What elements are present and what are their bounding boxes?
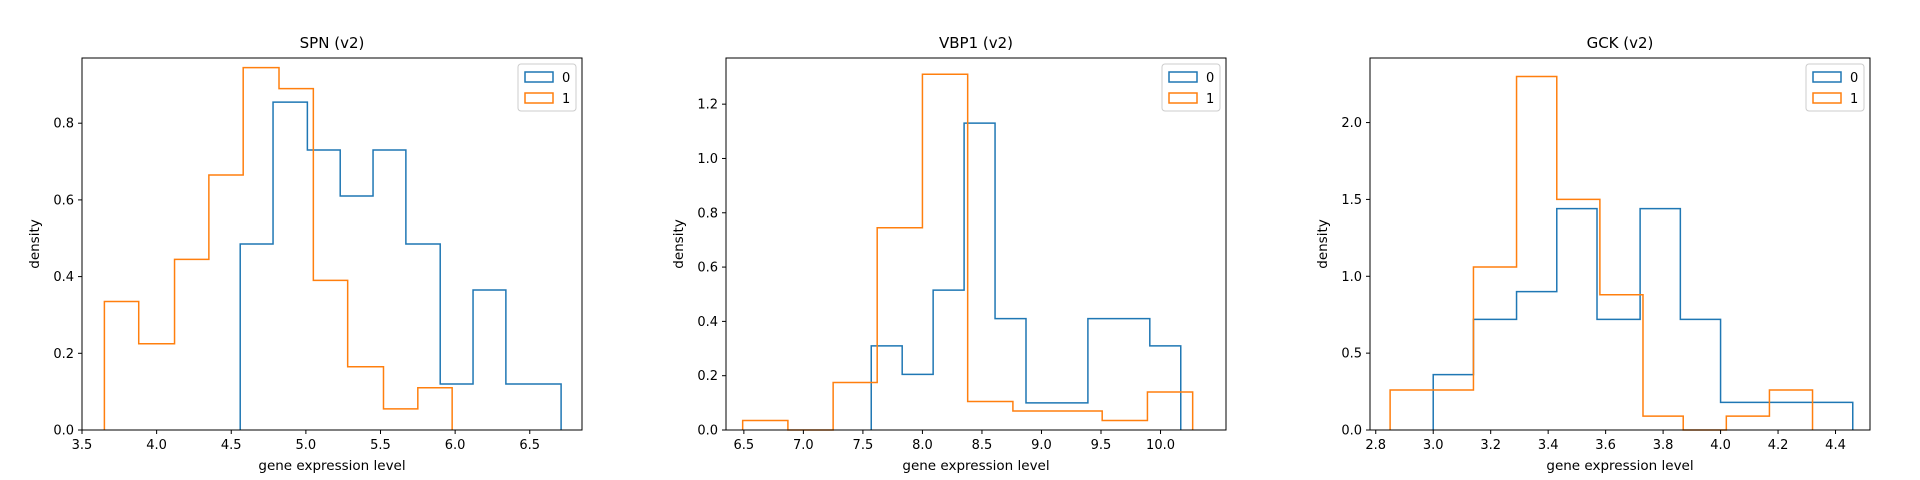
legend: 01 bbox=[517, 63, 577, 112]
axes-frame bbox=[81, 57, 583, 431]
y-tick-label: 0.8 bbox=[697, 206, 718, 221]
x-tick-label: 3.6 bbox=[1595, 438, 1616, 453]
y-tick-label: 2.0 bbox=[1341, 116, 1362, 131]
x-tick-label: 4.5 bbox=[221, 438, 242, 453]
x-tick-label: 4.0 bbox=[1710, 438, 1731, 453]
y-tick-label: 1.0 bbox=[697, 152, 718, 167]
histogram-series-1 bbox=[741, 73, 1194, 431]
y-tick-label: 1.0 bbox=[1341, 270, 1362, 285]
y-axis-label: density bbox=[671, 219, 687, 269]
histogram-series-1 bbox=[1389, 75, 1814, 431]
legend-swatch bbox=[524, 71, 554, 83]
chart-panel: 3.5 4.0 4.5 5.0 5.5 6.0 6.5 0.0 0.2 0.4 0.6 0.8 SPN … bbox=[27, 34, 583, 474]
x-tick-label: 7.5 bbox=[853, 438, 874, 453]
x-tick-label: 5.5 bbox=[370, 438, 391, 453]
legend-label: 0 bbox=[1206, 71, 1214, 86]
histogram-series-1 bbox=[103, 66, 453, 430]
legend-label: 0 bbox=[1850, 71, 1858, 86]
legend-label: 1 bbox=[1206, 92, 1214, 107]
y-tick-label: 0.0 bbox=[697, 424, 718, 439]
x-tick-label: 6.5 bbox=[734, 438, 755, 453]
y-tick-label: 1.2 bbox=[697, 98, 718, 113]
chart-title: VBP1 (v2) bbox=[939, 34, 1013, 52]
x-tick-label: 4.0 bbox=[146, 438, 167, 453]
axes-frame bbox=[725, 57, 1227, 431]
legend-box bbox=[517, 63, 577, 112]
chart-title: SPN (v2) bbox=[300, 34, 365, 52]
y-tick-label: 0.2 bbox=[53, 347, 74, 362]
legend-label: 0 bbox=[562, 71, 570, 86]
histogram-series-0 bbox=[870, 122, 1182, 430]
legend-box bbox=[1805, 63, 1865, 112]
legend-swatch bbox=[1168, 71, 1198, 83]
y-tick-label: 0.8 bbox=[53, 117, 74, 132]
y-tick-label: 1.5 bbox=[1341, 193, 1362, 208]
x-tick-label: 8.5 bbox=[972, 438, 993, 453]
legend-swatch bbox=[1812, 71, 1842, 83]
x-tick-label: 3.0 bbox=[1423, 438, 1444, 453]
y-tick-label: 0.4 bbox=[53, 270, 74, 285]
legend: 01 bbox=[1805, 63, 1865, 112]
x-tick-label: 3.2 bbox=[1480, 438, 1501, 453]
y-tick-label: 0.4 bbox=[697, 315, 718, 330]
histogram-series-0 bbox=[239, 101, 562, 430]
x-axis-label: gene expression level bbox=[258, 458, 405, 474]
x-tick-label: 9.0 bbox=[1031, 438, 1052, 453]
x-tick-label: 3.5 bbox=[72, 438, 93, 453]
x-axis-label: gene expression level bbox=[1546, 458, 1693, 474]
x-tick-label: 8.0 bbox=[912, 438, 933, 453]
x-tick-label: 4.4 bbox=[1825, 438, 1846, 453]
y-tick-label: 0.6 bbox=[697, 261, 718, 276]
x-tick-label: 6.0 bbox=[445, 438, 466, 453]
legend-swatch bbox=[524, 92, 554, 104]
legend: 01 bbox=[1161, 63, 1221, 112]
y-tick-label: 0.5 bbox=[1341, 347, 1362, 362]
chart-panel: 2.8 3.0 3.2 3.4 3.6 3.8 4.0 4.2 4.4 0.0 0.5 1.0 1.5 2… bbox=[1315, 34, 1871, 474]
x-tick-label: 9.5 bbox=[1091, 438, 1112, 453]
x-tick-label: 7.0 bbox=[793, 438, 814, 453]
chart-panel: 6.5 7.0 7.5 8.0 8.5 9.0 9.5 10.0 0.0 0.2 0.4 0.6 0.8… bbox=[671, 34, 1227, 474]
x-tick-label: 6.5 bbox=[519, 438, 540, 453]
y-tick-label: 0.6 bbox=[53, 193, 74, 208]
histogram-series-0 bbox=[1432, 207, 1854, 430]
legend-label: 1 bbox=[562, 92, 570, 107]
x-tick-label: 10.0 bbox=[1146, 438, 1175, 453]
legend-swatch bbox=[1168, 92, 1198, 104]
chart-title: GCK (v2) bbox=[1587, 34, 1654, 52]
legend-label: 1 bbox=[1850, 92, 1858, 107]
x-tick-label: 3.8 bbox=[1653, 438, 1674, 453]
y-axis-label: density bbox=[27, 219, 43, 269]
legend-swatch bbox=[1812, 92, 1842, 104]
y-tick-label: 0.2 bbox=[697, 369, 718, 384]
y-tick-label: 0.0 bbox=[1341, 424, 1362, 439]
x-tick-label: 4.2 bbox=[1768, 438, 1789, 453]
x-tick-label: 2.8 bbox=[1365, 438, 1386, 453]
x-tick-label: 3.4 bbox=[1538, 438, 1559, 453]
axes-frame bbox=[1369, 57, 1871, 431]
x-tick-label: 5.0 bbox=[296, 438, 317, 453]
x-axis-label: gene expression level bbox=[902, 458, 1049, 474]
legend-box bbox=[1161, 63, 1221, 112]
y-tick-label: 0.0 bbox=[53, 424, 74, 439]
y-axis-label: density bbox=[1315, 219, 1331, 269]
